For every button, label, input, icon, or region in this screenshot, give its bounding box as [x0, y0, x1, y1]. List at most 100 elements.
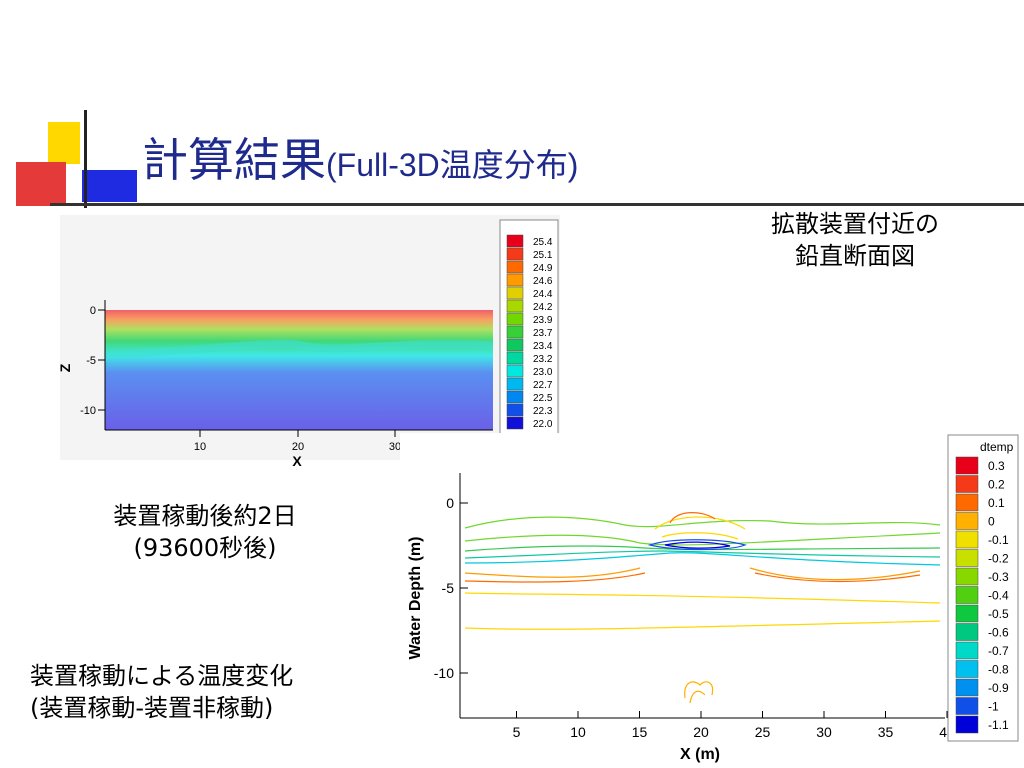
chart1-legend-label: 25.4 — [533, 237, 553, 248]
chart2-x-label: X (m) — [680, 746, 720, 763]
chart1-plot-area — [105, 310, 493, 430]
deco-red-block — [16, 162, 66, 206]
chart1-legend-label: 23.4 — [533, 341, 553, 352]
chart2-legend-swatch — [955, 549, 979, 567]
caption-elapsed-line2: (93600秒後) — [133, 534, 277, 562]
chart1-x-label: X — [292, 453, 302, 469]
chart1-legend-swatch — [506, 416, 524, 430]
chart2-legend-swatch — [955, 475, 979, 493]
chart1-y-tick-label: -5 — [86, 355, 96, 367]
chart2-legend-swatch — [955, 530, 979, 549]
chart1-legend-swatch — [506, 351, 524, 365]
contour-line — [464, 572, 646, 583]
contour-line — [464, 552, 941, 566]
caption-elapsed-time: 装置稼動後約2日 (93600秒後) — [80, 500, 330, 564]
chart2-legend-swatch — [955, 586, 979, 604]
chart2-legend-label: -1 — [988, 700, 999, 714]
chart1-legend-swatch — [506, 403, 524, 417]
chart2-legend-label: 0.1 — [988, 496, 1005, 510]
chart2-legend-label: -0.5 — [988, 607, 1009, 621]
chart2-legend-swatch — [955, 641, 979, 660]
contour-line — [664, 541, 731, 549]
chart1-legend-label: 23.2 — [533, 354, 553, 365]
caption-cross-section: 拡散装置付近の 鉛直断面図 — [730, 208, 980, 272]
contour-line — [684, 681, 714, 699]
chart2-x-tick-label: 35 — [878, 724, 894, 740]
chart1-legend-label: 24.6 — [533, 276, 553, 287]
chart1-legend-swatch — [506, 299, 524, 313]
temp-difference-chart: 5 10 15 20 25 30 35 40 0-5-10 X (m) Water Depth… — [400, 433, 1020, 768]
chart2-legend-swatch — [955, 678, 979, 697]
chart2-y-tick-label: -10 — [434, 665, 454, 681]
chart2-legend-label: -0.6 — [988, 626, 1009, 640]
chart2-legend-label: -1.1 — [988, 718, 1009, 732]
chart1-thermocline — [104, 339, 494, 359]
chart2-y-tick-label: -5 — [442, 580, 455, 596]
deco-vertical-line — [84, 110, 87, 208]
chart2-legend-swatch — [955, 493, 979, 512]
chart1-legend-label: 25.1 — [533, 250, 553, 261]
chart2-legend-swatch — [955, 697, 979, 715]
chart1-y-label: Z — [60, 363, 73, 372]
chart1-legend-label: 23.7 — [533, 328, 553, 339]
chart2-legend-swatch — [955, 623, 979, 641]
chart2-x-tick-label: 25 — [755, 724, 771, 740]
chart1-legend: 25.4 25.1 24.9 24.6 24.4 24.2 23.9 23.7 23.4 23.2… — [506, 234, 553, 430]
page-title-latin: (Full-3D温度分布) — [326, 147, 579, 183]
chart1-legend-label: 22.7 — [533, 380, 553, 391]
chart2-legend-title: dtemp — [980, 440, 1014, 454]
caption-temp-change-line1: 装置稼動による温度変化 — [30, 662, 294, 690]
contour-line — [661, 532, 739, 540]
chart2-legend-label: 0 — [988, 515, 995, 529]
chart2-legend-label: -0.7 — [988, 644, 1009, 658]
chart2-legend-label: -0.3 — [988, 570, 1009, 584]
contour-line — [749, 567, 921, 581]
chart2-legend-swatch — [955, 660, 979, 678]
chart2-legend-swatch — [955, 715, 979, 734]
contour-line — [464, 592, 941, 604]
title-decoration — [16, 110, 137, 208]
chart2-legend-swatch — [955, 567, 979, 586]
chart1-legend-swatch — [506, 286, 524, 300]
chart2-legend-swatch — [955, 456, 979, 475]
caption-temp-change: 装置稼動による温度変化 (装置稼動-装置非稼動) — [30, 660, 293, 724]
chart2-legend-label: 0.3 — [988, 459, 1005, 473]
chart1-legend-label: 23.9 — [533, 315, 553, 326]
chart2-legend-swatch — [955, 604, 979, 623]
chart1-legend-label: 22.3 — [533, 406, 553, 417]
chart1-x-ticks: 10 20 30 — [194, 430, 401, 453]
chart1-legend-label: 22.5 — [533, 393, 553, 404]
chart2-x-tick-label: 20 — [693, 724, 709, 740]
chart1-y-tick-label: 0 — [90, 305, 96, 317]
page-title-jp: 計算結果 — [142, 133, 326, 187]
chart1-x-tick-label: 30 — [389, 441, 401, 453]
chart1-legend-swatch — [506, 338, 524, 352]
chart1-legend-label: 22.0 — [533, 419, 553, 430]
chart1-legend-label: 24.4 — [533, 289, 553, 300]
chart1-legend-label: 24.2 — [533, 302, 553, 313]
chart1-legend-label: 23.0 — [533, 367, 553, 378]
chart1-y-tick-label: -10 — [80, 405, 96, 417]
deco-yellow-block — [48, 122, 80, 164]
chart2-contours — [464, 512, 941, 704]
chart1-legend-swatch — [506, 377, 524, 391]
chart1-legend-label: 24.9 — [533, 263, 553, 274]
caption-temp-change-line2: (装置稼動-装置非稼動) — [30, 694, 274, 722]
chart2-x-tick-label: 5 — [513, 724, 521, 740]
contour-line — [464, 620, 941, 630]
contour-line — [464, 545, 941, 552]
chart2-y-label: Water Depth (m) — [407, 537, 424, 660]
contour-line — [669, 512, 716, 524]
title-divider — [50, 203, 1024, 206]
contour-line — [647, 539, 747, 551]
contour-line — [464, 550, 941, 559]
contour-line — [464, 532, 941, 546]
chart1-legend-swatch — [506, 364, 524, 378]
caption-cross-section-line1: 拡散装置付近の — [771, 210, 939, 238]
chart2-plot-area — [460, 478, 940, 718]
caption-cross-section-line2: 鉛直断面図 — [795, 242, 915, 270]
chart1-legend-swatch — [506, 260, 524, 274]
chart2-legend-label: -0.8 — [988, 663, 1009, 677]
temperature-section-chart: 10 20 30 0 -5 -10 X Z 25.4 25.1 24.9 24.6 24.4 24… — [60, 215, 560, 469]
chart2-x-tick-label: 10 — [570, 724, 586, 740]
